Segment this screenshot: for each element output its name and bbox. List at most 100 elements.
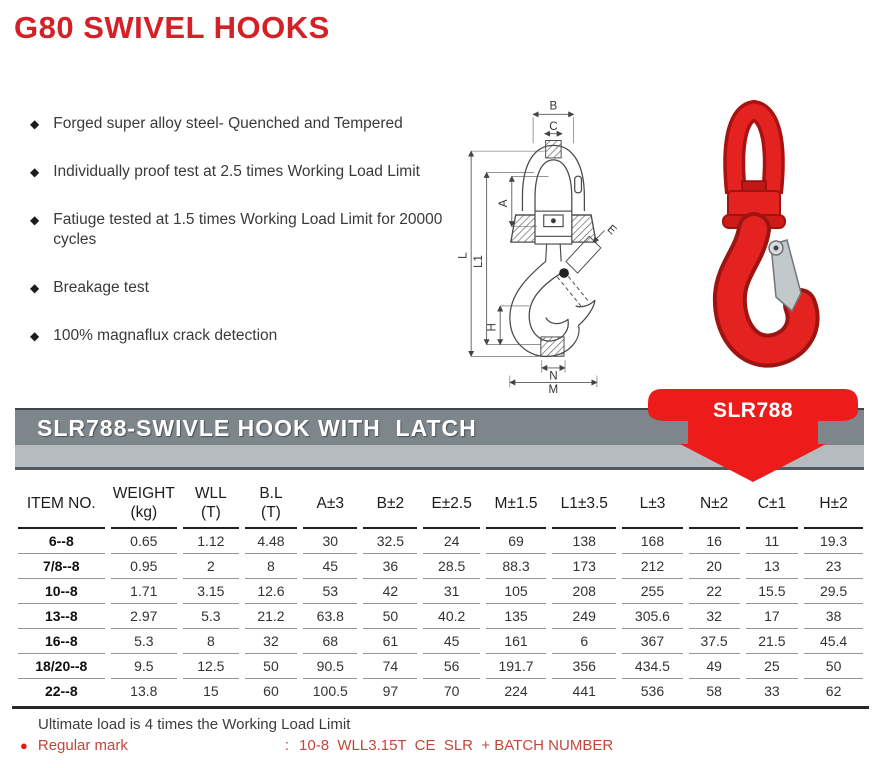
value-cell: 161 — [485, 629, 547, 654]
item-no-cell: 18/20--8 — [18, 654, 105, 679]
dimension-label-l: L — [456, 252, 469, 259]
diamond-bullet-icon: ◆ — [30, 213, 40, 227]
dimension-label-n: N — [549, 370, 557, 383]
value-cell: 45.4 — [804, 629, 863, 654]
value-cell: 50 — [804, 654, 863, 679]
value-cell: 5.3 — [110, 629, 178, 654]
feature-text: Breakage test — [53, 279, 149, 296]
header-row: ITEM NO. WEIGHT (kg) WLL (T) B.L (T) A±3 B±… — [18, 478, 863, 529]
spec-table-head: ITEM NO. WEIGHT (kg) WLL (T) B.L (T) A±3 B±… — [18, 478, 863, 529]
diamond-bullet-icon: ◆ — [30, 281, 40, 295]
table-row: 6--8 0.65 1.12 4.48 30 32.5 24 69 138 168 16 11 19.3 — [18, 529, 863, 554]
value-cell: 32.5 — [363, 529, 418, 554]
value-cell: 50 — [363, 604, 418, 629]
value-cell: 11 — [745, 529, 799, 554]
value-cell: 74 — [363, 654, 418, 679]
product-photo — [676, 96, 866, 388]
feature-item: ◆ Breakage test — [30, 278, 460, 298]
col-header-item-no: ITEM NO. — [18, 478, 105, 529]
col-header-m: M±1.5 — [485, 478, 547, 529]
value-cell: 68 — [303, 629, 358, 654]
value-cell: 6 — [552, 629, 617, 654]
value-cell: 22 — [688, 579, 740, 604]
col-header-c: C±1 — [745, 478, 799, 529]
value-cell: 434.5 — [622, 654, 683, 679]
value-cell: 42 — [363, 579, 418, 604]
latch-pivot — [559, 268, 569, 278]
spec-table-body: 6--8 0.65 1.12 4.48 30 32.5 24 69 138 168 16 11 19.3… — [18, 529, 863, 706]
value-cell: 191.7 — [485, 654, 547, 679]
value-cell: 60 — [263, 683, 279, 699]
value-cell: 135 — [485, 604, 547, 629]
item-no-cell: 16--8 — [18, 629, 105, 654]
ultimate-load-note: Ultimate load is 4 times the Working Loa… — [38, 716, 351, 733]
dimension-label-c: C — [549, 120, 557, 133]
regular-mark-value: 10-8 WLL3.15T CE SLR + BATCH NUMBER — [299, 737, 614, 754]
hook-body — [716, 216, 816, 364]
value-cell: 31 — [423, 579, 480, 604]
value-cell: 255 — [622, 579, 683, 604]
item-no-cell: 6--8 — [18, 529, 105, 554]
swivel-collar — [510, 210, 597, 262]
col-header-l1: L1±3.5 — [552, 478, 617, 529]
red-dot-icon: ● — [20, 738, 28, 753]
value-cell: 70 — [443, 683, 460, 699]
value-cell: 441 — [572, 683, 596, 699]
value-cell: 138 — [552, 529, 617, 554]
col-header-l: L±3 — [622, 478, 683, 529]
col-header-a: A±3 — [303, 478, 358, 529]
value-cell: 15.5 — [745, 579, 799, 604]
value-cell: 212 — [622, 554, 683, 579]
table-row: 16--8 5.3 8 32 68 61 45 161 6 367 37.5 21.5 45.4 — [18, 629, 863, 654]
hook-dimension-diagram: B C A L L1 H N M E — [456, 100, 620, 397]
item-no-cell: 10--8 — [18, 579, 105, 604]
swivel-hook-image — [712, 99, 820, 368]
value-cell: 50 — [244, 654, 298, 679]
spec-table-wrap: ITEM NO. WEIGHT (kg) WLL (T) B.L (T) A±3 B±… — [12, 478, 869, 709]
value-cell: 173 — [552, 554, 617, 579]
value-cell: 53 — [303, 579, 358, 604]
col-header-e: E±2.5 — [423, 478, 480, 529]
value-cell: 32 — [244, 629, 298, 654]
value-cell: 1.71 — [110, 579, 178, 604]
feature-text: Forged super alloy steel- Quenched and T… — [53, 115, 403, 132]
safety-latch — [770, 239, 802, 313]
dimension-lines — [468, 111, 606, 388]
red-arrow-icon — [648, 389, 858, 482]
value-cell: 56 — [423, 654, 480, 679]
value-cell: 40.2 — [423, 604, 480, 629]
diamond-bullet-icon: ◆ — [30, 117, 40, 131]
value-cell: 38 — [804, 604, 863, 629]
table-row: 22--8 13.8 15 60 100.5 97 70 224 441 536 58 33 62 — [18, 679, 863, 706]
spec-table: ITEM NO. WEIGHT (kg) WLL (T) B.L (T) A±3 B±… — [12, 478, 869, 706]
model-tag: SLR788 — [646, 388, 860, 485]
col-header-n: N±2 — [688, 478, 740, 529]
dimension-label-l1: L1 — [472, 255, 485, 268]
value-cell: 3.15 — [183, 579, 239, 604]
feature-item: ◆ Fatiuge tested at 1.5 times Working Lo… — [30, 210, 460, 250]
value-cell: 8 — [244, 554, 298, 579]
dimension-label-e: E — [605, 222, 620, 237]
latch-pin-center — [773, 245, 779, 251]
eyelet — [726, 103, 782, 194]
diamond-bullet-icon: ◆ — [30, 165, 40, 179]
regular-mark-separator: : — [284, 737, 290, 754]
table-row: 7/8--8 0.95 2 8 45 36 28.5 88.3 173 212 20 13 23 — [18, 554, 863, 579]
col-header-h: H±2 — [804, 478, 863, 529]
model-tag-label: SLR788 — [712, 399, 794, 422]
value-cell: 2.97 — [110, 604, 178, 629]
value-cell: 9.5 — [110, 654, 178, 679]
regular-mark-line: ● Regular mark : 10-8 WLL3.15T CE SLR + … — [20, 737, 613, 754]
value-cell: 29.5 — [804, 579, 863, 604]
value-cell: 13.8 — [130, 683, 158, 699]
col-header-b: B±2 — [363, 478, 418, 529]
value-cell: 305.6 — [622, 604, 683, 629]
value-cell: 100.5 — [312, 683, 348, 699]
value-cell: 36 — [363, 554, 418, 579]
value-cell: 8 — [183, 629, 239, 654]
item-no-cell: 13--8 — [18, 604, 105, 629]
value-cell: 5.3 — [183, 604, 239, 629]
value-cell: 367 — [622, 629, 683, 654]
col-header-bl: B.L (T) — [244, 478, 298, 529]
